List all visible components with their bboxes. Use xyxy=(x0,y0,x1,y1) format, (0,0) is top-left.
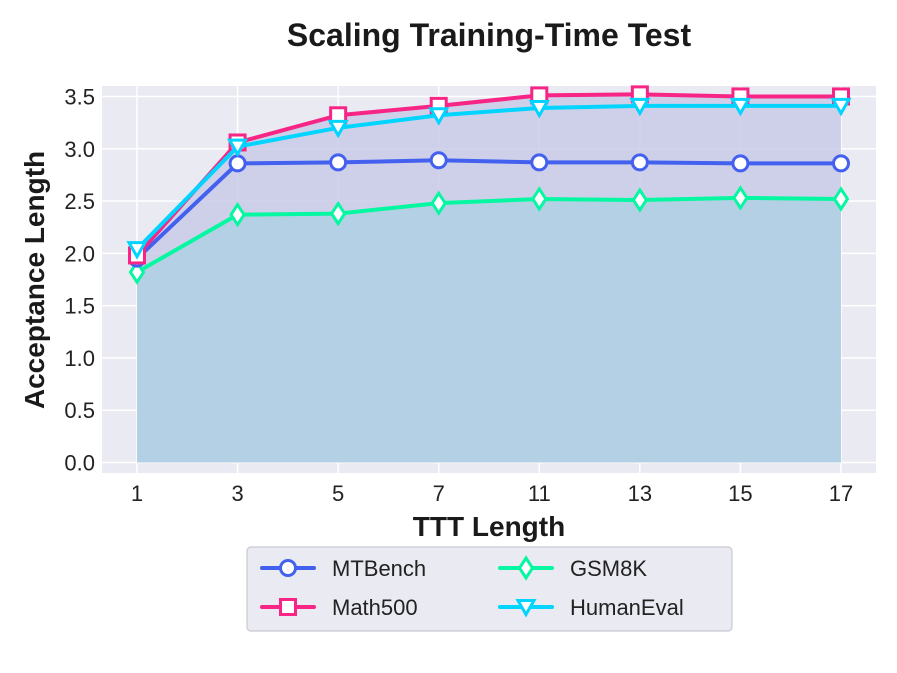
legend: MTBench Math500 GSM8K HumanEval xyxy=(246,546,733,632)
series-line-gsm8k xyxy=(135,195,843,275)
x-tick-label: 17 xyxy=(829,481,853,506)
legend-marker-gsm8k xyxy=(517,555,535,581)
data-point-humaneval-0 xyxy=(126,241,148,260)
data-point-humaneval-3 xyxy=(428,107,450,126)
data-point-humaneval-6 xyxy=(729,97,752,117)
data-point-humaneval-2 xyxy=(327,119,349,139)
data-point-mtbench-7 xyxy=(832,154,850,173)
legend-label-humaneval: HumanEval xyxy=(570,595,684,620)
chart-title: Scaling Training-Time Test xyxy=(287,17,692,53)
area-fill-band xyxy=(137,94,841,273)
x-tick-label: 3 xyxy=(231,481,243,506)
data-point-gsm8k-5 xyxy=(631,187,649,213)
data-point-humaneval-4 xyxy=(528,99,550,119)
data-point-mtbench-3 xyxy=(429,151,448,170)
legend-box xyxy=(246,546,733,632)
series-line-math500 xyxy=(135,92,843,258)
y-tick-label: 2.0 xyxy=(64,241,95,266)
x-tick-label: 1 xyxy=(131,481,143,506)
legend-label-gsm8k: GSM8K xyxy=(570,556,647,581)
data-point-mtbench-4 xyxy=(530,153,549,172)
y-tick-label: 3.0 xyxy=(64,137,95,162)
y-tick-label: 0.5 xyxy=(64,398,95,423)
legend-marker-mtbench xyxy=(279,559,297,577)
y-tick-label: 2.5 xyxy=(64,189,95,214)
y-tick-label: 1.0 xyxy=(64,346,95,371)
x-axis-title: TTT Length xyxy=(413,511,565,542)
y-tick-label: 3.5 xyxy=(64,84,95,109)
data-point-gsm8k-2 xyxy=(329,200,347,227)
legend-item-humaneval: HumanEval xyxy=(498,595,684,620)
data-point-gsm8k-1 xyxy=(229,201,246,228)
y-tick-label: 1.5 xyxy=(64,294,95,319)
series-layer xyxy=(126,85,852,285)
x-tick-label: 15 xyxy=(728,481,752,506)
data-point-gsm8k-0 xyxy=(128,259,146,285)
data-point-mtbench-5 xyxy=(630,153,649,172)
series-line-humaneval xyxy=(135,103,843,252)
data-point-mtbench-1 xyxy=(228,154,247,173)
series-gsm8k xyxy=(128,185,850,285)
series-line-mtbench xyxy=(135,158,843,261)
data-point-humaneval-7 xyxy=(830,97,852,117)
y-tick-label: 0.0 xyxy=(64,451,95,476)
area-fill-base xyxy=(137,197,841,463)
series-humaneval xyxy=(126,97,852,260)
x-axis-ticks: 1 3 5 7 11 13 15 17 xyxy=(131,481,853,506)
legend-label-math500: Math500 xyxy=(332,595,418,620)
x-tick-label: 5 xyxy=(332,481,344,506)
data-point-mtbench-2 xyxy=(329,153,348,172)
data-point-humaneval-1 xyxy=(226,138,249,158)
x-tick-label: 7 xyxy=(433,481,445,506)
legend-item-gsm8k: GSM8K xyxy=(498,555,647,581)
legend-item-mtbench: MTBench xyxy=(260,556,426,581)
data-point-gsm8k-6 xyxy=(732,185,749,211)
data-point-gsm8k-7 xyxy=(832,186,850,212)
data-point-gsm8k-3 xyxy=(430,190,448,216)
legend-label-mtbench: MTBench xyxy=(332,556,426,581)
y-axis-ticks: 0.0 0.5 1.0 1.5 2.0 2.5 3.0 3.5 xyxy=(64,84,95,475)
area-fills xyxy=(137,94,841,463)
data-point-gsm8k-4 xyxy=(530,186,548,212)
data-point-humaneval-5 xyxy=(629,97,651,117)
x-tick-label: 13 xyxy=(628,481,652,506)
legend-item-math500: Math500 xyxy=(260,595,418,620)
data-point-mtbench-6 xyxy=(731,154,750,173)
legend-marker-humaneval xyxy=(515,599,537,618)
x-tick-label: 11 xyxy=(528,481,551,506)
legend-marker-math500 xyxy=(279,598,297,616)
y-axis-title: Acceptance Length xyxy=(19,151,50,409)
